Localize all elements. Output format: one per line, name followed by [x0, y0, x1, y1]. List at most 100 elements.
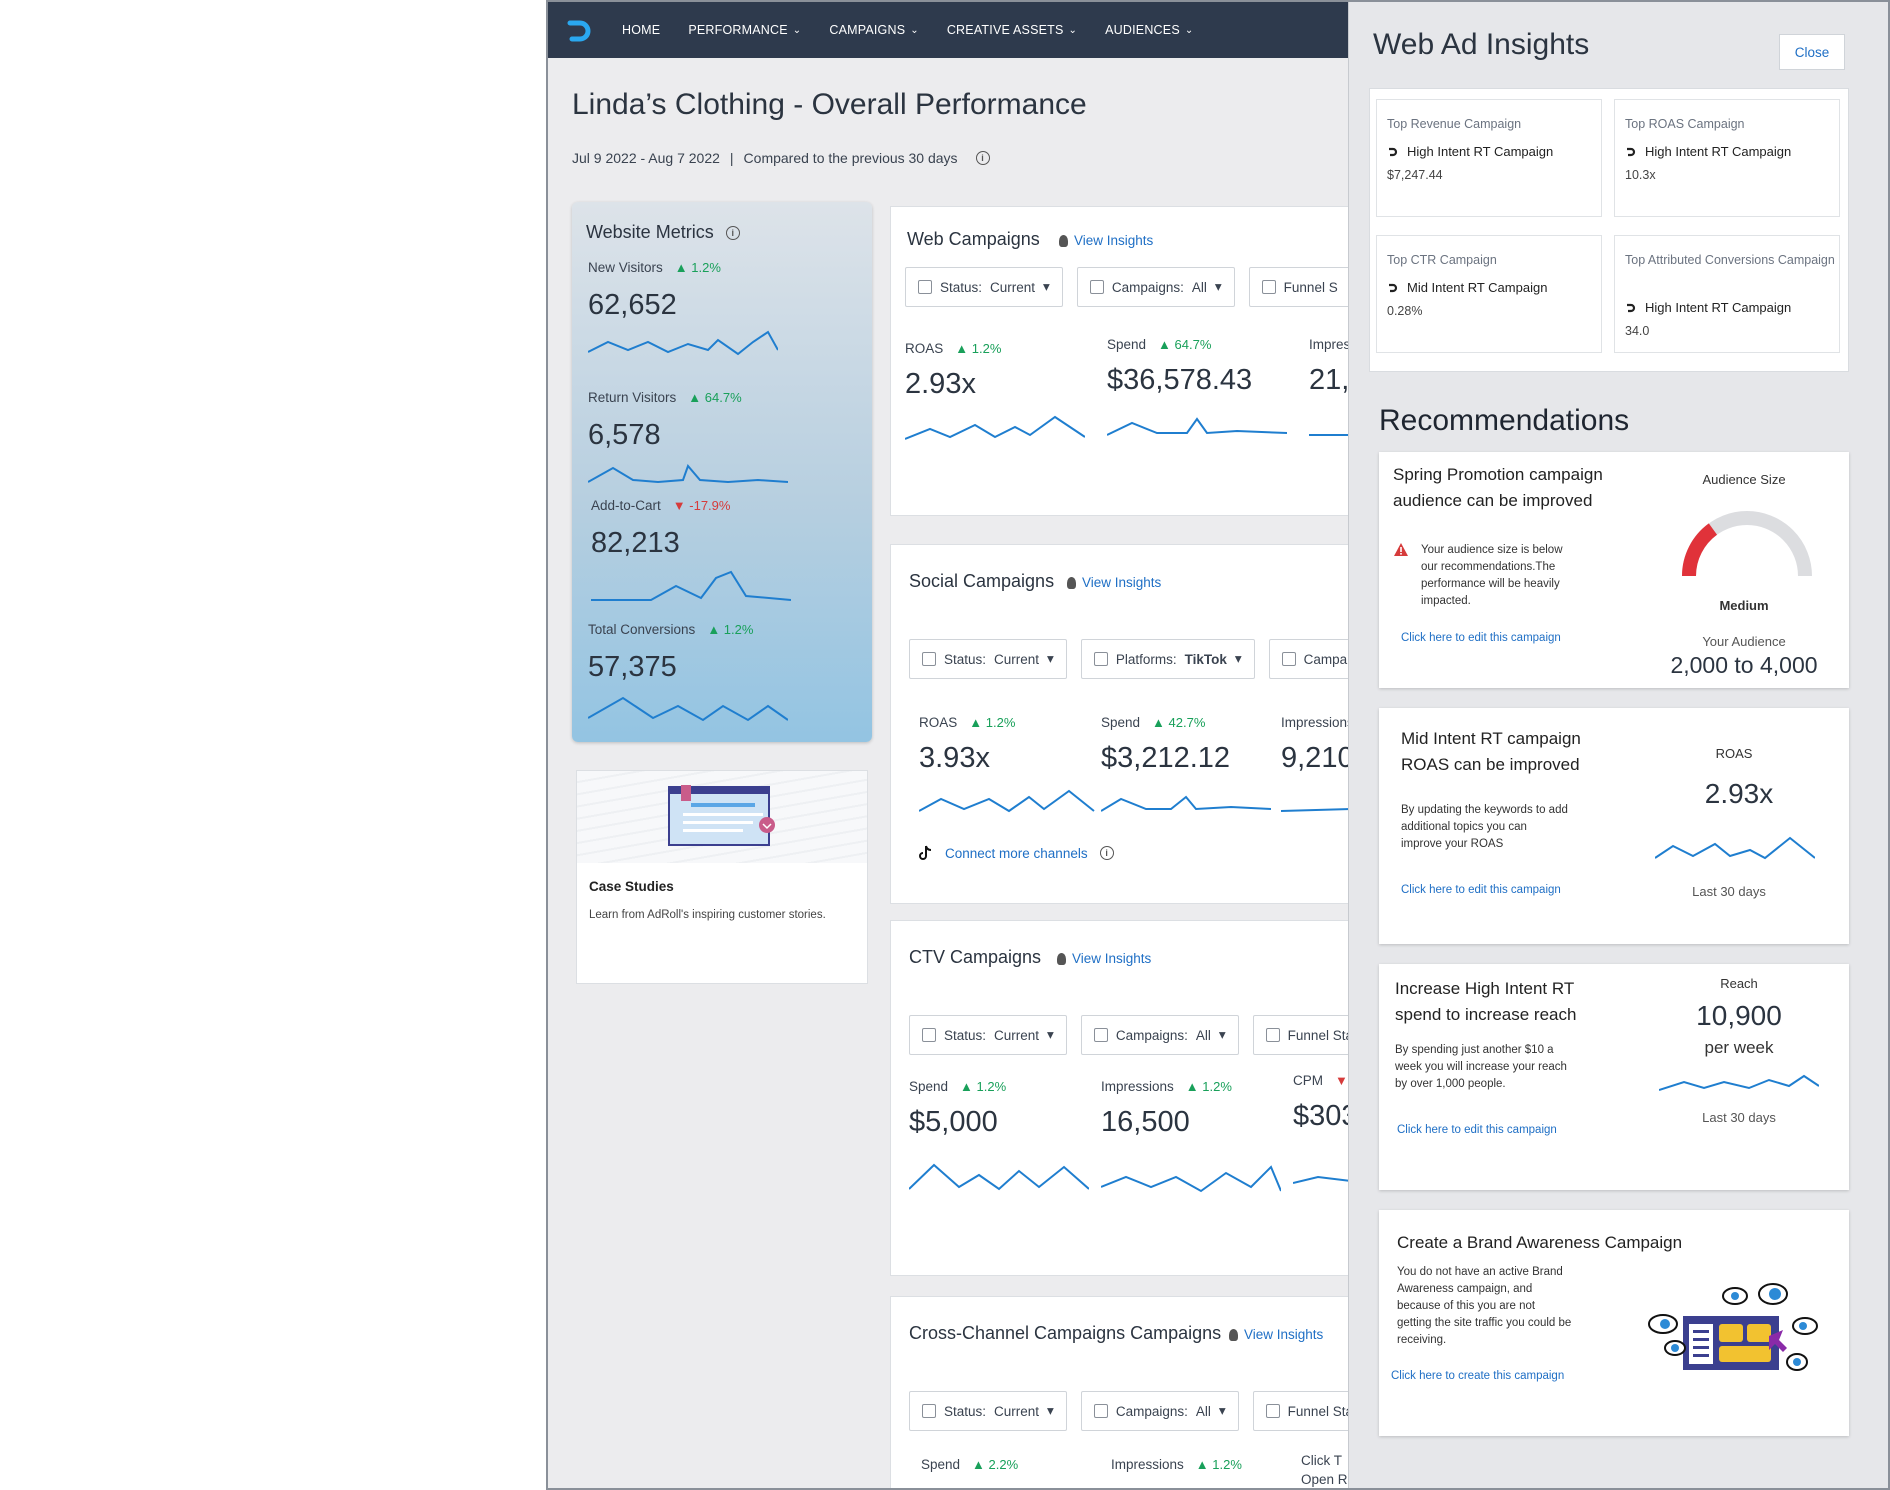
top-roas-card[interactable]: Top ROAS Campaign High Intent RT Campaig… [1614, 99, 1840, 217]
cross-channel-filters: Status: Current ▾ Campaigns: All ▾ Funnel St… [909, 1391, 1381, 1431]
top-ctr-card[interactable]: Top CTR Campaign Mid Intent RT Campaign … [1376, 235, 1602, 353]
info-icon[interactable]: i [975, 151, 990, 165]
close-button[interactable]: Close [1779, 34, 1845, 70]
checkbox[interactable] [1093, 652, 1108, 666]
nav-performance[interactable]: PERFORMANCE ⌄ [688, 23, 802, 37]
metric-value: 57,375 [588, 651, 677, 683]
web-campaigns-title: Web Campaigns [907, 229, 1040, 249]
adroll-logo-icon [1389, 283, 1398, 292]
campaigns-filter[interactable]: Campaigns: All ▾ [1080, 1015, 1239, 1055]
sparkline-total-conversions [588, 696, 788, 722]
checkbox[interactable] [1089, 280, 1104, 294]
top-nav: HOME PERFORMANCE ⌄ CAMPAIGNS ⌄ CREATIVE AS… [548, 2, 1348, 58]
sparkline-add-to-cart [591, 570, 791, 601]
your-audience-label: Your Audience [1702, 634, 1786, 649]
case-studies-illustration [577, 771, 867, 863]
audience-size-gauge [1682, 511, 1812, 577]
web-ad-insights-panel: Web Ad Insights Close Top Revenue Campai… [1348, 2, 1888, 1488]
adroll-logo-icon [1389, 147, 1398, 156]
stat-spend: Spend ▲ 64.7% $36,578.43 [1107, 337, 1287, 443]
rec-period: Last 30 days [1702, 1110, 1776, 1125]
stat-impressions: Impres 21, [1309, 337, 1350, 443]
top-revenue-card[interactable]: Top Revenue Campaign High Intent RT Camp… [1376, 99, 1602, 217]
checkbox[interactable] [1093, 1404, 1108, 1418]
checkbox[interactable] [922, 652, 936, 666]
stat-impressions: Impressions ▲ 1.2% [1111, 1457, 1242, 1472]
rec-stat-label: Audience Size [1702, 472, 1786, 487]
metric-total-conversions: Total Conversions ▲ 1.2% 57,375 [588, 622, 848, 726]
create-campaign-link[interactable]: Click here to create this campaign [1391, 1370, 1565, 1382]
social-filters: Status: Current ▾ Platforms: TikTok ▾ Campai… [909, 639, 1371, 679]
rec-stat-value: 2.93x [1704, 778, 1774, 809]
top-attributed-conversions-card[interactable]: Top Attributed Conversions Campaign High… [1614, 235, 1840, 353]
app-window: HOME PERFORMANCE ⌄ CAMPAIGNS ⌄ CREATIVE AS… [546, 0, 1890, 1490]
sparkline-impressions [1309, 434, 1349, 436]
date-range-value[interactable]: Jul 9 2022 - Aug 7 2022 [572, 150, 720, 166]
metric-return-visitors: Return Visitors ▲ 64.7% 6,578 [588, 390, 848, 490]
lightbulb-icon [1057, 952, 1066, 965]
sparkline-spend [909, 1163, 1089, 1191]
edit-campaign-link[interactable]: Click here to edit this campaign [1397, 1124, 1557, 1136]
funnel-filter[interactable]: Funnel S [1248, 267, 1351, 307]
checkbox[interactable] [1261, 280, 1276, 294]
view-insights-link[interactable]: View Insights [1057, 951, 1151, 966]
chevron-down-icon: ⌄ [1184, 24, 1194, 36]
rec-title: Create a Brand Awareness Campaign [1397, 1233, 1683, 1252]
stat-spend: Spend ▲ 1.2% $5,000 [909, 1079, 1089, 1195]
status-filter[interactable]: Status: Current ▾ [909, 639, 1067, 679]
recommendation-roas-card: Mid Intent RT campaign ROAS can be improv… [1379, 708, 1849, 944]
sparkline-roas [905, 415, 1085, 440]
web-campaigns-card: Web Campaigns View Insights Status: Curre… [890, 206, 1351, 516]
nav-creative-assets[interactable]: CREATIVE ASSETS ⌄ [946, 23, 1078, 37]
nav-home[interactable]: HOME [622, 23, 661, 37]
date-separator: | [729, 150, 734, 166]
adroll-logo-icon[interactable] [562, 13, 596, 47]
edit-campaign-link[interactable]: Click here to edit this campaign [1401, 632, 1561, 644]
rec-description: By updating the keywords to add addition… [1401, 804, 1568, 850]
sparkline-roas [919, 789, 1095, 813]
stat-click-through: Click T Open R [1301, 1453, 1348, 1487]
trend-up-badge: ▲ 1.2% [674, 260, 721, 275]
nav-audiences[interactable]: AUDIENCES ⌄ [1105, 23, 1194, 37]
checkbox[interactable] [922, 1404, 936, 1418]
checkbox[interactable] [1093, 1028, 1108, 1042]
date-range: Jul 9 2022 - Aug 7 2022 | Compared to th… [572, 150, 990, 166]
case-studies-card[interactable]: Case Studies Learn from AdRoll's inspiri… [576, 770, 868, 984]
sparkline-roas [1655, 836, 1815, 860]
checkbox[interactable] [918, 280, 932, 294]
sparkline-spend [1101, 795, 1271, 812]
info-icon[interactable]: i [1099, 846, 1114, 860]
view-insights-link[interactable]: View Insights [1229, 1327, 1323, 1342]
case-studies-text: Learn from AdRoll's inspiring customer s… [589, 909, 826, 921]
nav-campaigns[interactable]: CAMPAIGNS ⌄ [829, 23, 919, 37]
warning-icon [1394, 543, 1408, 556]
campaigns-filter[interactable]: Campaigns: All ▾ [1076, 267, 1235, 307]
info-icon[interactable]: i [725, 225, 740, 240]
status-filter[interactable]: Status: Current ▾ [909, 1015, 1067, 1055]
view-insights-link[interactable]: View Insights [1059, 233, 1153, 248]
sparkline-new-visitors [588, 330, 778, 356]
tiktok-icon [919, 845, 932, 860]
website-metrics-title: Website Metrics i [586, 222, 740, 243]
campaigns-filter[interactable]: Campaigns: All ▾ [1080, 1391, 1239, 1431]
metric-value: 62,652 [588, 289, 677, 321]
sparkline-spend [1107, 417, 1287, 436]
recommendations-title: Recommendations [1379, 404, 1630, 437]
rec-description: You do not have an active Brand Awarenes… [1397, 1266, 1572, 1346]
edit-campaign-link[interactable]: Click here to edit this campaign [1401, 884, 1561, 896]
platforms-filter[interactable]: Platforms: TikTok ▾ [1080, 639, 1255, 679]
checkbox[interactable] [1265, 1028, 1280, 1042]
checkbox[interactable] [1281, 652, 1296, 666]
social-campaigns-title: Social Campaigns [909, 571, 1055, 591]
status-filter[interactable]: Status: Current ▾ [909, 1391, 1067, 1431]
trend-up-badge: ▲ 64.7% [688, 390, 742, 405]
metric-value: 6,578 [588, 419, 661, 451]
checkbox[interactable] [922, 1028, 936, 1042]
connect-more-channels[interactable]: Connect more channels i [919, 845, 1114, 861]
checkbox[interactable] [1265, 1404, 1280, 1418]
sparkline-reach [1659, 1074, 1819, 1091]
status-filter[interactable]: Status: Current ▾ [905, 267, 1063, 307]
view-insights-link[interactable]: View Insights [1067, 575, 1161, 590]
sparkline-return-visitors [588, 464, 788, 484]
sparkline-impressions [1101, 1165, 1281, 1193]
